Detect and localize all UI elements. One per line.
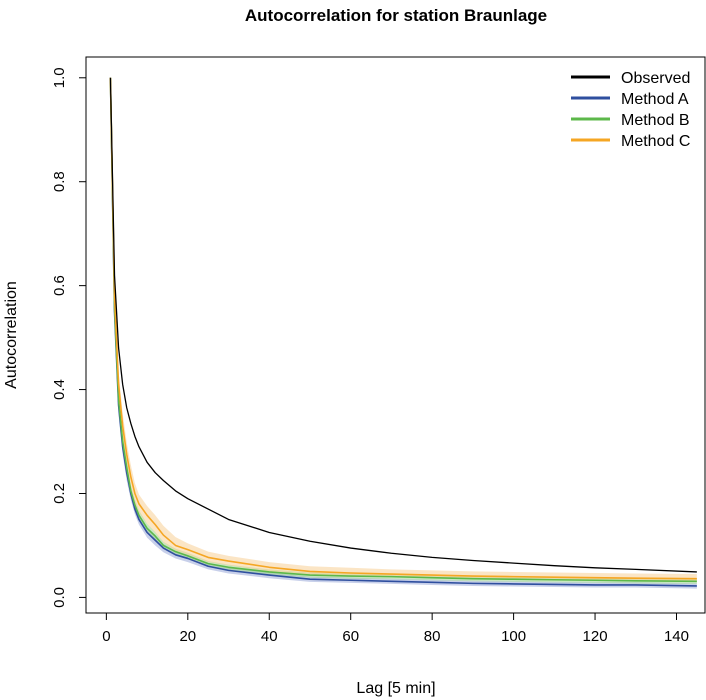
x-axis-label: Lag [5 min]	[356, 680, 435, 697]
y-tick-label: 0.2	[51, 483, 68, 504]
method-c-legend-label: Method C	[621, 133, 690, 150]
y-axis-label: Autocorrelation	[3, 281, 20, 389]
observed-legend-label: Observed	[621, 70, 690, 87]
x-tick-label: 80	[424, 628, 441, 645]
x-axis: 0 20 40 60 80 100 120 140	[102, 613, 689, 645]
plot-frame	[85, 56, 706, 614]
method-c-band	[110, 77, 697, 582]
x-tick-label: 40	[261, 628, 278, 645]
method-a-line	[109, 77, 697, 587]
x-tick-label: 0	[102, 628, 110, 645]
method-a-legend-label: Method A	[621, 91, 689, 108]
x-tick-label: 60	[342, 628, 359, 645]
x-tick-label: 140	[664, 628, 689, 645]
x-tick-label: 100	[501, 628, 526, 645]
confidence-bands	[110, 77, 697, 589]
chart-title: Autocorrelation for station Braunlage	[245, 6, 547, 25]
observed-line	[109, 77, 697, 573]
series-lines	[109, 77, 697, 587]
method-a-band	[110, 77, 697, 589]
method-b-band	[110, 77, 697, 584]
method-c-line	[109, 77, 697, 580]
y-tick-label: 0.8	[51, 171, 68, 192]
legend: Observed Method A Method B Method C	[571, 70, 690, 150]
x-tick-label: 120	[583, 628, 608, 645]
method-b-line	[109, 77, 697, 583]
y-tick-label: 0.0	[51, 587, 68, 608]
y-tick-label: 0.6	[51, 275, 68, 296]
x-tick-label: 20	[179, 628, 196, 645]
y-axis: 0.0 0.2 0.4 0.6 0.8 1.0	[51, 67, 86, 608]
y-tick-label: 1.0	[51, 67, 68, 88]
y-tick-label: 0.4	[51, 379, 68, 400]
method-b-legend-label: Method B	[621, 112, 689, 129]
